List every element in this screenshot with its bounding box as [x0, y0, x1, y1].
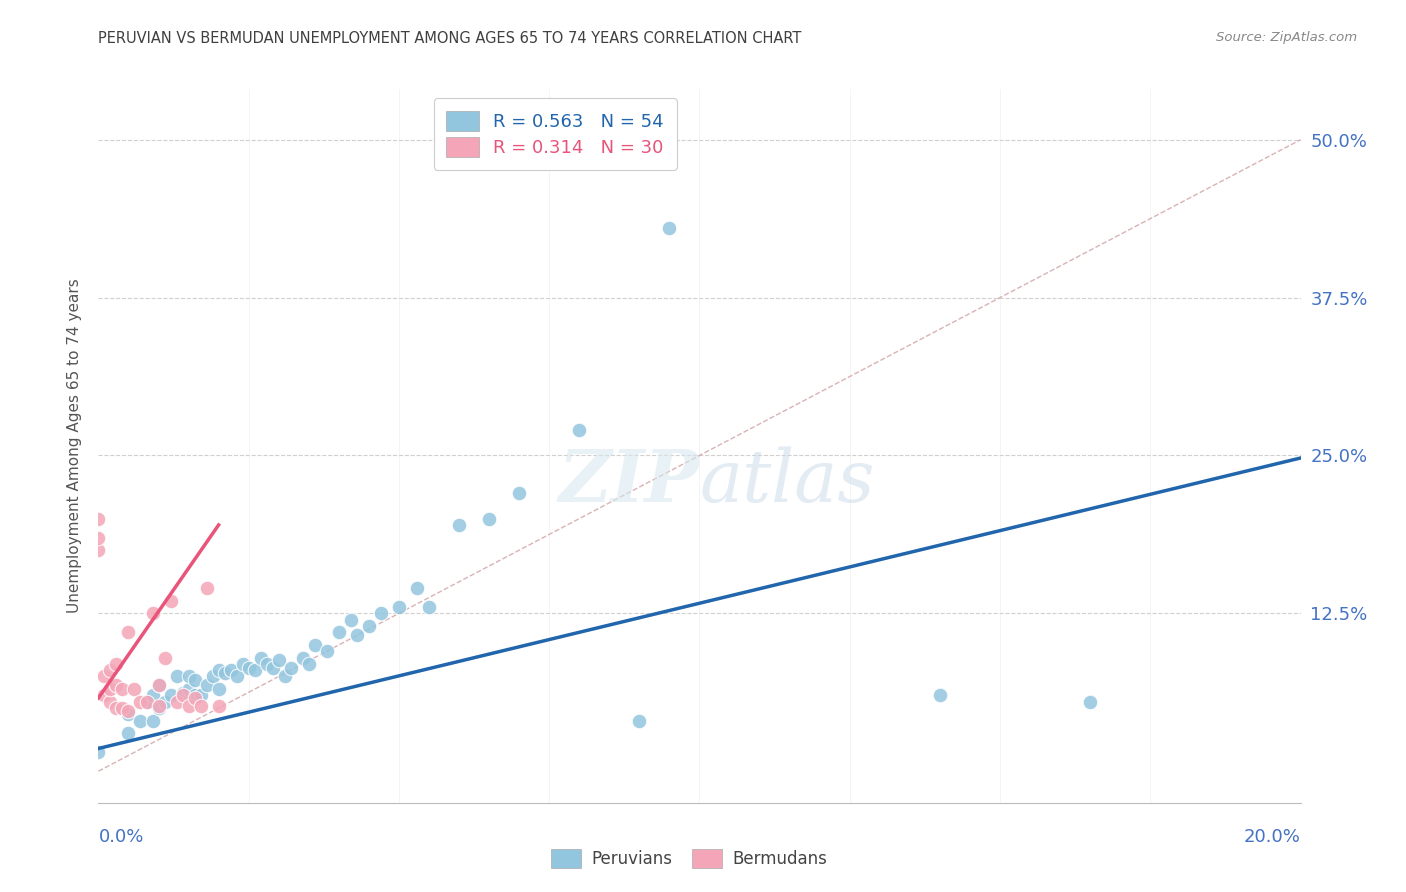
Point: [111, 701, 134, 715]
Y-axis label: Unemployment Among Ages 65 to 74 years: Unemployment Among Ages 65 to 74 years: [66, 278, 82, 614]
Point: [1078, 695, 1101, 709]
Point: [117, 726, 139, 740]
Point: [177, 669, 200, 683]
Point: [508, 486, 530, 500]
Point: [304, 638, 326, 652]
Text: 20.0%: 20.0%: [1244, 828, 1301, 846]
Point: [87, 511, 110, 525]
Point: [280, 660, 302, 674]
Point: [183, 690, 205, 705]
Point: [117, 625, 139, 640]
Point: [214, 665, 236, 680]
Point: [117, 704, 139, 718]
Point: [172, 686, 194, 700]
Point: [153, 650, 176, 665]
Legend: Peruvians, Bermudans: Peruvians, Bermudans: [544, 843, 834, 875]
Text: Source: ZipAtlas.com: Source: ZipAtlas.com: [1216, 31, 1357, 45]
Text: ZIP: ZIP: [558, 446, 699, 517]
Point: [201, 669, 224, 683]
Point: [628, 714, 651, 728]
Point: [195, 581, 218, 595]
Point: [357, 619, 380, 633]
Point: [190, 698, 212, 713]
Point: [328, 625, 350, 640]
Point: [208, 698, 231, 713]
Point: [87, 531, 110, 545]
Point: [929, 689, 952, 703]
Point: [291, 650, 314, 665]
Point: [148, 678, 170, 692]
Legend: R = 0.563   N = 54, R = 0.314   N = 30: R = 0.563 N = 54, R = 0.314 N = 30: [434, 98, 676, 169]
Point: [148, 678, 170, 692]
Text: 0.0%: 0.0%: [98, 828, 143, 846]
Point: [447, 517, 470, 532]
Point: [105, 678, 128, 692]
Text: PERUVIAN VS BERMUDAN UNEMPLOYMENT AMONG AGES 65 TO 74 YEARS CORRELATION CHART: PERUVIAN VS BERMUDAN UNEMPLOYMENT AMONG …: [98, 31, 801, 46]
Point: [93, 689, 115, 703]
Point: [153, 695, 176, 709]
Point: [478, 511, 501, 525]
Point: [658, 221, 681, 235]
Point: [219, 663, 242, 677]
Point: [183, 673, 205, 688]
Point: [190, 689, 212, 703]
Point: [87, 543, 110, 558]
Point: [298, 657, 321, 671]
Point: [177, 682, 200, 697]
Point: [249, 650, 271, 665]
Point: [148, 698, 170, 713]
Point: [256, 657, 278, 671]
Point: [418, 600, 440, 615]
Point: [159, 689, 181, 703]
Point: [346, 628, 368, 642]
Point: [124, 682, 146, 697]
Point: [315, 644, 337, 658]
Point: [262, 660, 284, 674]
Point: [274, 669, 297, 683]
Point: [195, 678, 218, 692]
Point: [183, 689, 205, 703]
Point: [105, 701, 128, 715]
Point: [87, 745, 110, 759]
Point: [406, 581, 429, 595]
Point: [117, 707, 139, 722]
Point: [100, 682, 122, 697]
Point: [135, 695, 157, 709]
Point: [141, 607, 163, 621]
Point: [172, 689, 194, 703]
Point: [93, 669, 115, 683]
Point: [129, 714, 152, 728]
Text: atlas: atlas: [699, 446, 875, 517]
Point: [141, 714, 163, 728]
Point: [159, 593, 181, 607]
Point: [388, 600, 411, 615]
Point: [568, 423, 591, 437]
Point: [243, 663, 266, 677]
Point: [105, 657, 128, 671]
Point: [208, 682, 231, 697]
Point: [166, 695, 188, 709]
Point: [111, 682, 134, 697]
Point: [340, 613, 363, 627]
Point: [208, 663, 231, 677]
Point: [267, 653, 290, 667]
Point: [100, 695, 122, 709]
Point: [238, 660, 260, 674]
Point: [100, 663, 122, 677]
Point: [370, 607, 392, 621]
Point: [177, 698, 200, 713]
Point: [232, 657, 254, 671]
Point: [148, 701, 170, 715]
Point: [141, 689, 163, 703]
Point: [129, 695, 152, 709]
Point: [225, 669, 247, 683]
Point: [135, 695, 157, 709]
Point: [166, 669, 188, 683]
